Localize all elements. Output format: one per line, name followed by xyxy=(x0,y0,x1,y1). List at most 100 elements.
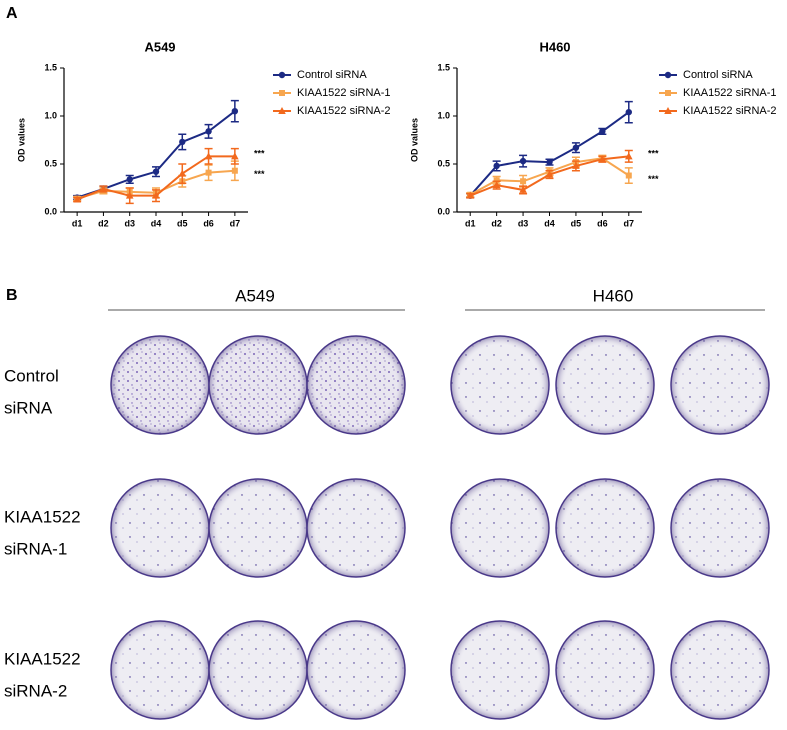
plate-rim xyxy=(556,336,654,434)
panel-label: A xyxy=(6,5,18,22)
chart-title: H460 xyxy=(539,39,570,54)
legend-marker xyxy=(664,107,672,114)
plate-rim xyxy=(556,621,654,719)
point xyxy=(520,178,527,185)
annotation: *** xyxy=(648,149,659,159)
panel-label: B xyxy=(6,287,18,304)
plate-rim xyxy=(209,621,307,719)
point xyxy=(493,177,500,184)
plate-rim xyxy=(451,479,549,577)
point xyxy=(599,128,606,135)
legend-label: KIAA1522 siRNA-2 xyxy=(683,105,777,117)
point xyxy=(205,128,212,135)
point xyxy=(545,170,554,178)
point xyxy=(493,162,500,170)
point xyxy=(125,191,134,199)
plate-rim xyxy=(307,336,405,434)
legend-label: Control siRNA xyxy=(683,69,753,81)
plate-rim xyxy=(307,479,405,577)
annotation: *** xyxy=(254,169,265,179)
point xyxy=(231,152,239,160)
point xyxy=(204,152,213,160)
column-label: A549 xyxy=(235,286,275,305)
row-label: siRNA xyxy=(4,398,53,417)
point xyxy=(519,157,527,165)
y-tick-label: 0.5 xyxy=(437,158,450,168)
point xyxy=(231,167,238,174)
y-tick-label: 1.5 xyxy=(437,62,450,72)
plate-rim xyxy=(671,479,769,577)
x-tick-label: d7 xyxy=(230,218,241,228)
point xyxy=(231,108,239,115)
point xyxy=(73,195,81,203)
x-tick-label: d2 xyxy=(98,218,109,228)
x-tick-label: d4 xyxy=(544,218,555,228)
plate-rim xyxy=(671,621,769,719)
plate-rim xyxy=(111,621,209,719)
point xyxy=(572,144,580,151)
point xyxy=(126,176,133,183)
plate-rim xyxy=(209,479,307,577)
legend-label: Control siRNA xyxy=(297,69,367,81)
plate-rim xyxy=(307,621,405,719)
point xyxy=(625,108,632,116)
y-axis-label: OD values xyxy=(409,118,419,162)
annotation: *** xyxy=(254,149,265,159)
point xyxy=(179,138,186,146)
x-tick-label: d3 xyxy=(124,218,135,228)
y-tick-label: 1.0 xyxy=(437,110,450,120)
plate-rim xyxy=(451,621,549,719)
x-tick-label: d7 xyxy=(624,218,635,228)
y-tick-label: 1.5 xyxy=(44,62,57,72)
plate-rim xyxy=(451,336,549,434)
legend-marker xyxy=(279,90,285,96)
row-label: siRNA-2 xyxy=(4,681,67,700)
point xyxy=(572,161,580,169)
legend-marker xyxy=(664,71,672,79)
x-tick-label: d5 xyxy=(571,218,582,228)
row-label: KIAA1522 xyxy=(4,507,81,526)
y-tick-label: 0.0 xyxy=(437,206,450,216)
point xyxy=(492,181,501,189)
row-label: siRNA-1 xyxy=(4,539,67,558)
point xyxy=(624,152,633,160)
x-tick-label: d1 xyxy=(465,218,476,228)
point xyxy=(205,169,212,176)
row-label: Control xyxy=(4,366,59,385)
point xyxy=(99,184,108,192)
point xyxy=(152,168,160,175)
y-tick-label: 1.0 xyxy=(44,110,57,120)
x-tick-label: d2 xyxy=(491,218,502,228)
x-tick-label: d1 xyxy=(72,218,83,228)
point xyxy=(519,185,527,193)
point xyxy=(625,172,632,179)
plate-rim xyxy=(671,336,769,434)
plate-rim xyxy=(111,336,209,434)
point xyxy=(152,191,160,199)
legend-marker xyxy=(278,107,286,114)
plate-rim xyxy=(111,479,209,577)
point xyxy=(466,191,475,199)
legend-label: KIAA1522 siRNA-2 xyxy=(297,105,391,117)
x-tick-label: d6 xyxy=(203,218,214,228)
y-tick-label: 0.0 xyxy=(44,206,57,216)
plate-rim xyxy=(209,336,307,434)
column-label: H460 xyxy=(593,286,634,305)
point xyxy=(598,155,607,163)
legend-marker xyxy=(278,71,286,79)
x-tick-label: d6 xyxy=(597,218,608,228)
plate-grid xyxy=(110,335,770,720)
x-tick-label: d3 xyxy=(518,218,529,228)
y-axis-label: OD values xyxy=(16,118,26,162)
legend-marker xyxy=(665,90,671,96)
point xyxy=(178,169,187,177)
chart-title: A549 xyxy=(144,39,175,54)
x-tick-label: d4 xyxy=(151,218,162,228)
annotation: *** xyxy=(648,174,659,184)
point xyxy=(546,158,553,166)
plate-rim xyxy=(556,479,654,577)
legend-label: KIAA1522 siRNA-1 xyxy=(297,87,391,99)
legend-label: KIAA1522 siRNA-1 xyxy=(683,87,777,99)
x-tick-label: d5 xyxy=(177,218,188,228)
